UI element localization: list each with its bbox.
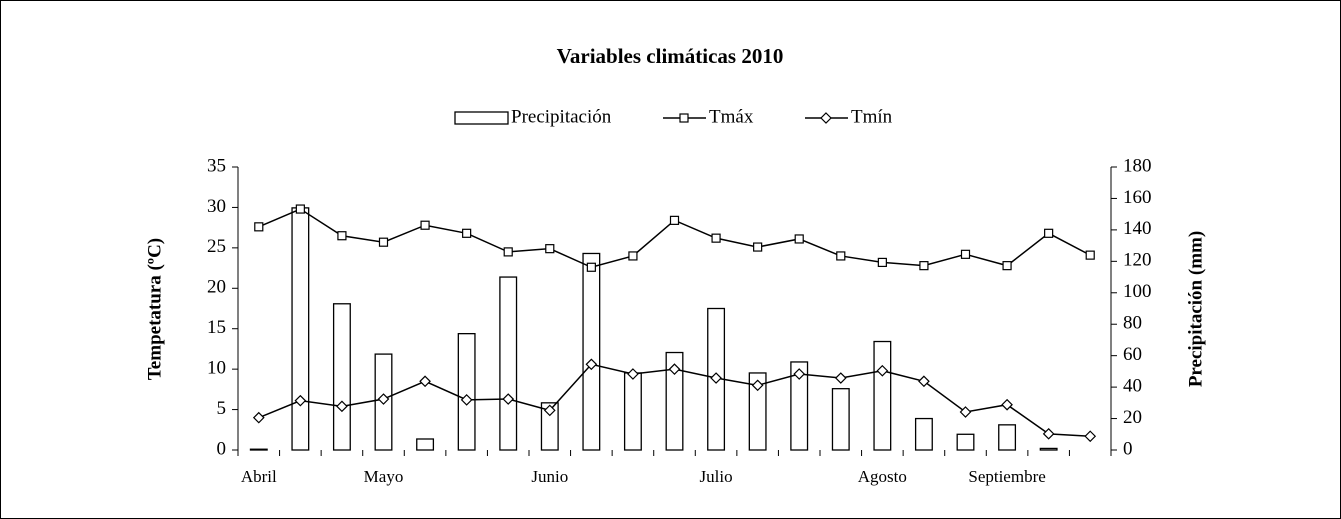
legend-marker xyxy=(820,112,832,124)
y-tick-label: 0 xyxy=(217,438,227,459)
point xyxy=(836,251,846,261)
y-tick-label: 15 xyxy=(207,317,226,338)
point xyxy=(336,400,348,413)
y2-tick-label: 160 xyxy=(1123,187,1152,208)
point xyxy=(919,261,929,271)
point xyxy=(377,393,390,405)
point xyxy=(793,368,806,380)
bar xyxy=(831,388,850,451)
point xyxy=(668,363,681,375)
legend-label: Tmín xyxy=(851,106,893,127)
point xyxy=(959,406,972,418)
bar xyxy=(457,333,476,451)
y-tick-label: 10 xyxy=(207,358,226,379)
bar xyxy=(540,402,559,451)
point xyxy=(460,394,473,406)
point xyxy=(294,394,307,407)
point xyxy=(669,215,680,225)
x-tick-label: Abril xyxy=(241,467,277,486)
point xyxy=(1044,228,1054,238)
y-tick-label: 35 xyxy=(207,155,226,176)
point xyxy=(1002,261,1012,271)
chart-title: Variables climáticas 2010 xyxy=(557,44,784,68)
point xyxy=(711,233,721,243)
y-axis-label: Tempetatura (ºC) xyxy=(144,238,165,380)
legend-label: Precipitación xyxy=(511,106,612,127)
legend-label: Tmáx xyxy=(709,106,754,127)
point xyxy=(876,364,889,377)
point xyxy=(751,379,764,392)
y2-tick-label: 80 xyxy=(1123,313,1142,334)
bar xyxy=(332,303,351,451)
bar xyxy=(623,372,642,451)
point xyxy=(337,231,347,241)
bar xyxy=(998,424,1017,451)
x-tick-label: Mayo xyxy=(364,467,404,486)
y2-tick-label: 20 xyxy=(1123,407,1142,428)
y-tick-label: 25 xyxy=(207,236,226,257)
point xyxy=(628,251,638,261)
point xyxy=(503,247,513,257)
y2-tick-label: 140 xyxy=(1123,218,1152,239)
point xyxy=(419,375,431,388)
point xyxy=(502,393,515,405)
point xyxy=(710,372,722,384)
point xyxy=(627,368,639,380)
point xyxy=(462,228,472,238)
point xyxy=(295,204,305,214)
bar xyxy=(873,340,892,451)
y-tick-label: 20 xyxy=(207,277,226,298)
bar xyxy=(956,433,975,451)
y2-tick-label: 60 xyxy=(1123,344,1142,365)
y2-tick-label: 180 xyxy=(1123,155,1152,176)
legend-swatch xyxy=(454,111,509,125)
x-tick-label: Junio xyxy=(531,467,568,486)
point xyxy=(1001,398,1013,411)
y-tick-label: 30 xyxy=(207,196,226,217)
y2-tick-label: 100 xyxy=(1123,281,1152,302)
bar xyxy=(1039,447,1058,451)
point xyxy=(918,375,930,388)
bar xyxy=(499,276,518,451)
y2-axis-label: Precipitación (mm) xyxy=(1185,231,1206,387)
bar xyxy=(582,252,601,451)
bar xyxy=(914,417,933,451)
point xyxy=(1085,250,1095,260)
point xyxy=(877,257,887,268)
bar xyxy=(748,372,767,451)
x-tick-label: Septiembre xyxy=(968,467,1045,486)
point xyxy=(585,358,598,371)
bar xyxy=(790,361,809,451)
point xyxy=(545,244,555,254)
point xyxy=(794,234,804,244)
x-tick-label: Julio xyxy=(700,467,733,486)
point xyxy=(834,372,847,384)
y2-tick-label: 40 xyxy=(1123,375,1142,396)
x-tick-label: Agosto xyxy=(858,467,907,486)
y2-tick-label: 120 xyxy=(1123,250,1152,271)
bar xyxy=(291,207,310,451)
bar xyxy=(665,351,684,451)
point xyxy=(543,404,556,417)
point xyxy=(1042,427,1055,440)
point xyxy=(960,249,971,259)
legend-marker xyxy=(679,113,689,123)
point xyxy=(753,242,763,252)
y-tick-label: 5 xyxy=(217,398,227,419)
bar xyxy=(249,448,268,451)
point xyxy=(1084,430,1097,443)
y2-tick-label: 0 xyxy=(1123,438,1133,459)
point xyxy=(586,262,596,272)
point xyxy=(378,237,389,247)
point xyxy=(420,220,430,230)
point xyxy=(252,411,265,424)
bar xyxy=(416,438,435,451)
point xyxy=(254,222,264,232)
